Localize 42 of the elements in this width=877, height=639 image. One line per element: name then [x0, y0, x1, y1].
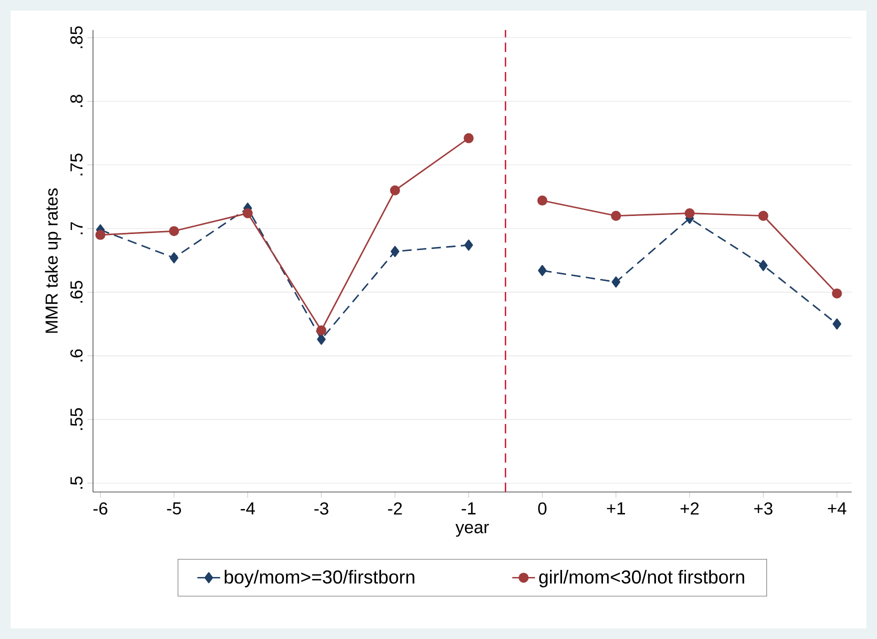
point: [538, 265, 547, 276]
x-tick-label: -1: [462, 502, 476, 514]
point: [95, 230, 106, 240]
y-tick-label: .8: [70, 94, 83, 107]
x-tick-label: +1: [606, 502, 626, 514]
point: [170, 252, 178, 264]
y-tick-label: .85: [70, 26, 83, 48]
x-tick-label: 0: [538, 502, 546, 515]
x-tick-label: -4: [240, 502, 255, 514]
y-tick-label: .6: [70, 349, 83, 362]
x-tick-label: -5: [167, 502, 181, 514]
x-axis-title: year: [456, 524, 489, 537]
point: [317, 334, 326, 345]
point: [684, 208, 695, 218]
x-tick-label: +4: [828, 502, 846, 514]
point: [537, 196, 548, 206]
x-tick-label: -6: [93, 502, 108, 515]
point: [169, 226, 180, 236]
point: [758, 260, 768, 271]
point: [832, 288, 842, 298]
point: [832, 318, 842, 330]
point: [390, 185, 400, 196]
y-tick-label: .55: [70, 408, 83, 430]
point: [316, 325, 326, 336]
y-tick-label: .65: [70, 280, 83, 303]
legend-label: boy/mom>=30/firstborn: [224, 570, 414, 588]
x-tick-label: +2: [680, 502, 699, 515]
legend-label: girl/mom<30/not firstborn: [539, 570, 744, 588]
point: [610, 210, 621, 221]
y-tick-label: .75: [70, 154, 83, 176]
y-tick-label: .5: [70, 476, 83, 489]
point: [464, 240, 473, 251]
x-tick-label: -3: [314, 502, 328, 515]
y-axis-title: MMR take up rates: [45, 188, 62, 333]
x-tick-label: -2: [388, 502, 402, 515]
point: [464, 133, 474, 144]
point: [390, 246, 400, 257]
point: [758, 210, 768, 221]
y-tick-label: .7: [70, 222, 83, 234]
point: [612, 276, 620, 288]
point: [242, 208, 253, 218]
x-tick-label: +3: [754, 502, 772, 515]
